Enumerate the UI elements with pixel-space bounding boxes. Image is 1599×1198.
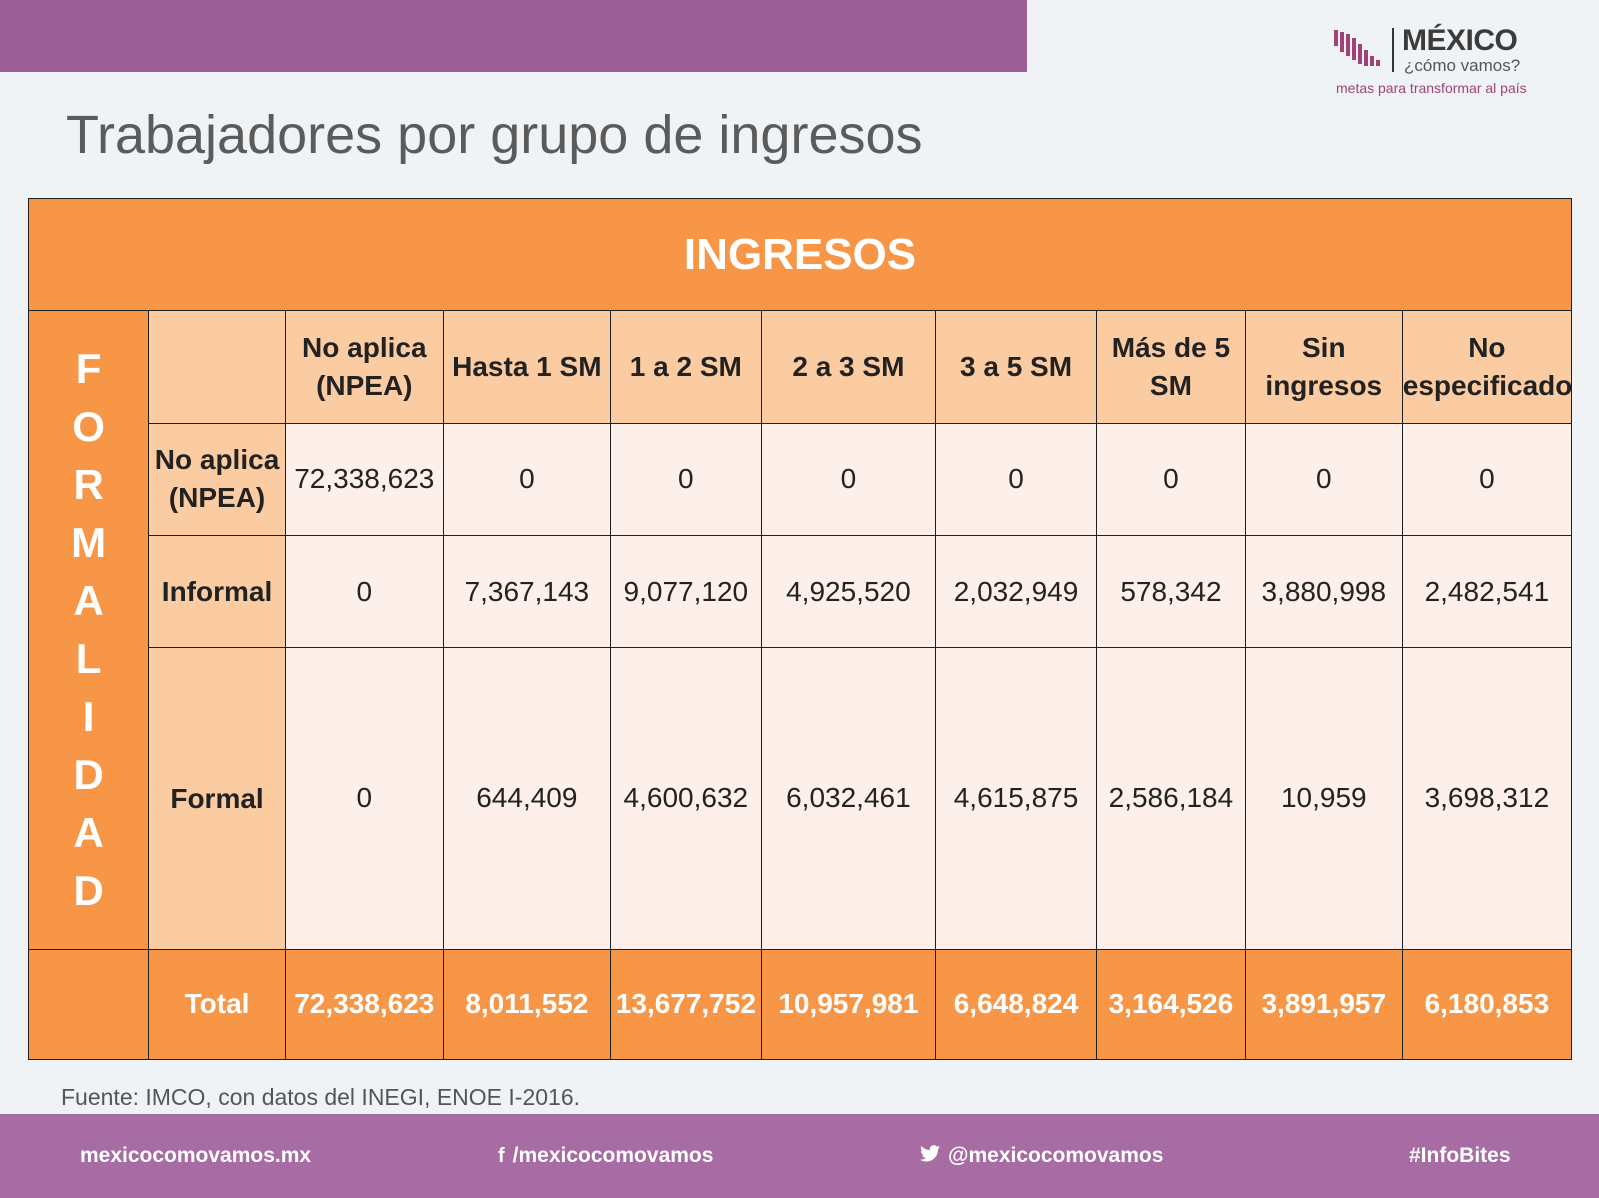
page-title: Trabajadores por grupo de ingresos — [66, 105, 923, 165]
table-row: No aplica (NPEA) 72,338,623 0 0 0 0 0 0 … — [29, 422, 1573, 536]
total-cell: 72,338,623 — [284, 948, 444, 1061]
column-header: Hasta 1 SM — [442, 310, 611, 424]
total-blank-cell — [27, 948, 150, 1061]
formalidad-letter: M — [71, 518, 107, 566]
table-cell: 2,482,541 — [1401, 534, 1573, 649]
table-cell: 6,032,461 — [760, 647, 937, 950]
table-cell: 0 — [284, 647, 444, 950]
logo-tagline: metas para transformar al país — [1336, 80, 1527, 96]
top-banner — [0, 0, 1027, 72]
formalidad-letter: A — [73, 576, 104, 624]
footer-twitter[interactable]: @mexicocomovamos — [920, 1144, 1163, 1168]
total-row: Total 72,338,623 8,011,552 13,677,752 10… — [27, 948, 1573, 1061]
formalidad-letter: I — [82, 692, 95, 740]
table-cell: 0 — [442, 422, 611, 536]
row-label: Informal — [148, 534, 286, 649]
twitter-label: @mexicocomovamos — [948, 1144, 1164, 1167]
total-cell: 10,957,981 — [760, 948, 937, 1061]
mexico-como-vamos-logo[interactable]: MÉXICO ¿cómo vamos? metas para transform… — [1332, 22, 1542, 100]
table-cell: 10,959 — [1244, 647, 1403, 950]
formalidad-letter: F — [75, 344, 102, 392]
table-cell: 0 — [935, 422, 1098, 536]
total-label: Total — [148, 948, 286, 1061]
table-cell: 0 — [1096, 422, 1246, 536]
column-header: No aplica (NPEA) — [284, 310, 444, 424]
table-cell: 0 — [609, 422, 762, 536]
column-header: Más de 5 SM — [1096, 310, 1246, 424]
table-cell: 9,077,120 — [609, 534, 762, 649]
formalidad-letter: R — [73, 460, 104, 508]
footer-bar: mexicocomovamos.mx f /mexicocomovamos @m… — [0, 1114, 1599, 1198]
formalidad-letter: D — [73, 866, 104, 914]
table-cell: 3,880,998 — [1244, 534, 1403, 649]
table-cell: 2,032,949 — [935, 534, 1098, 649]
website-label: mexicocomovamos.mx — [80, 1144, 312, 1167]
formalidad-letter: L — [75, 634, 102, 682]
table-cell: 0 — [1401, 422, 1573, 536]
table-cell: 4,615,875 — [935, 647, 1098, 950]
table-cell: 0 — [1244, 422, 1403, 536]
footer-facebook[interactable]: f /mexicocomovamos — [498, 1144, 713, 1168]
source-note: Fuente: IMCO, con datos del INEGI, ENOE … — [61, 1084, 581, 1110]
facebook-icon: f — [498, 1144, 505, 1167]
column-header: 3 a 5 SM — [935, 310, 1098, 424]
table-cell: 4,600,632 — [609, 647, 762, 950]
ingresos-header: INGRESOS — [28, 197, 1572, 312]
total-cell: 6,648,824 — [935, 948, 1098, 1061]
table-cell: 7,367,143 — [442, 534, 611, 649]
table-row: Formal 0 644,409 4,600,632 6,032,461 4,6… — [29, 647, 1573, 950]
table-cell: 4,925,520 — [760, 534, 937, 649]
total-cell: 13,677,752 — [609, 948, 762, 1061]
table-cell: 578,342 — [1096, 534, 1246, 649]
total-cell: 6,180,853 — [1401, 948, 1573, 1061]
hashtag-label: #InfoBites — [1409, 1144, 1511, 1167]
logo-brand: MÉXICO — [1402, 24, 1518, 57]
row-label: Formal — [148, 647, 286, 950]
corner-cell — [148, 310, 286, 424]
column-header: No especificado — [1401, 310, 1572, 424]
formalidad-letter: A — [73, 808, 104, 856]
table-cell: 644,409 — [442, 647, 611, 950]
table-cell: 3,698,312 — [1401, 647, 1573, 950]
column-header: 1 a 2 SM — [609, 310, 762, 424]
formalidad-letter: O — [72, 402, 105, 450]
table-cell: 2,586,184 — [1096, 647, 1246, 950]
total-cell: 8,011,552 — [442, 948, 611, 1061]
twitter-icon — [920, 1144, 940, 1168]
footer-hashtag[interactable]: #InfoBites — [1409, 1144, 1511, 1168]
total-cell: 3,891,957 — [1244, 948, 1403, 1061]
column-header: 2 a 3 SM — [760, 310, 937, 424]
formalidad-letter: D — [73, 750, 104, 798]
table-cell: 72,338,623 — [284, 422, 444, 536]
table-cell: 0 — [284, 534, 444, 649]
footer-website[interactable]: mexicocomovamos.mx — [80, 1144, 311, 1168]
column-header: Sin ingresos — [1244, 310, 1403, 424]
table-cell: 0 — [760, 422, 937, 536]
row-label: No aplica (NPEA) — [148, 422, 286, 536]
facebook-label: /mexicocomovamos — [512, 1144, 714, 1167]
logo-bars-icon — [1334, 28, 1394, 72]
total-cell: 3,164,526 — [1096, 948, 1246, 1061]
table-row: Informal 0 7,367,143 9,077,120 4,925,520… — [29, 534, 1573, 649]
logo-subtitle: ¿cómo vamos? — [1404, 56, 1521, 75]
